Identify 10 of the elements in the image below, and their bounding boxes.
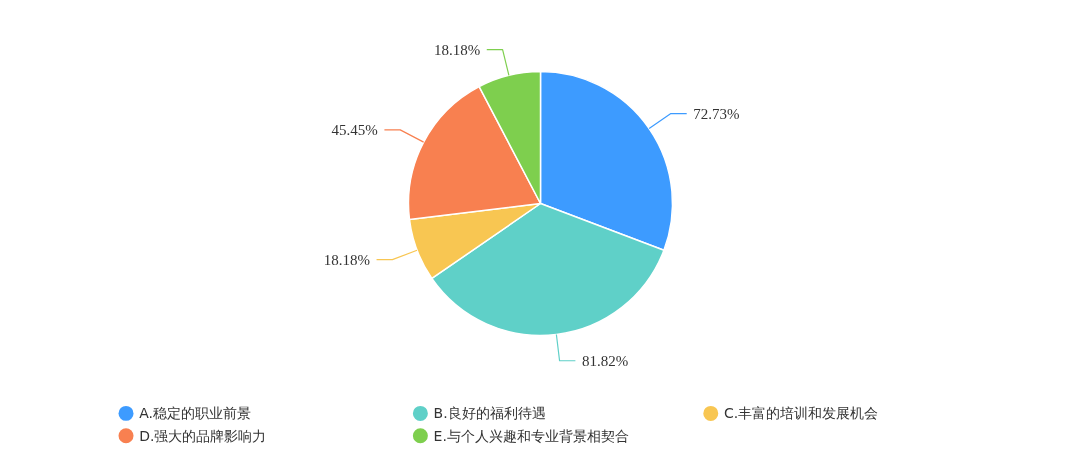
legend-label: B.良好的福利待遇 bbox=[433, 405, 546, 422]
data-label: 18.18% bbox=[323, 251, 370, 268]
legend-label: E.与个人兴趣和专业背景相契合 bbox=[433, 427, 629, 444]
data-label: 45.45% bbox=[331, 121, 378, 138]
data-label: 72.73% bbox=[693, 105, 740, 122]
legend-label: D.强大的品牌影响力 bbox=[139, 427, 267, 444]
data-label: 81.82% bbox=[582, 352, 629, 369]
data-label: 18.18% bbox=[433, 41, 481, 58]
legend-label: A.稳定的职业前景 bbox=[139, 405, 251, 422]
legend-label: C.丰富的培训和发展机会 bbox=[723, 405, 879, 422]
